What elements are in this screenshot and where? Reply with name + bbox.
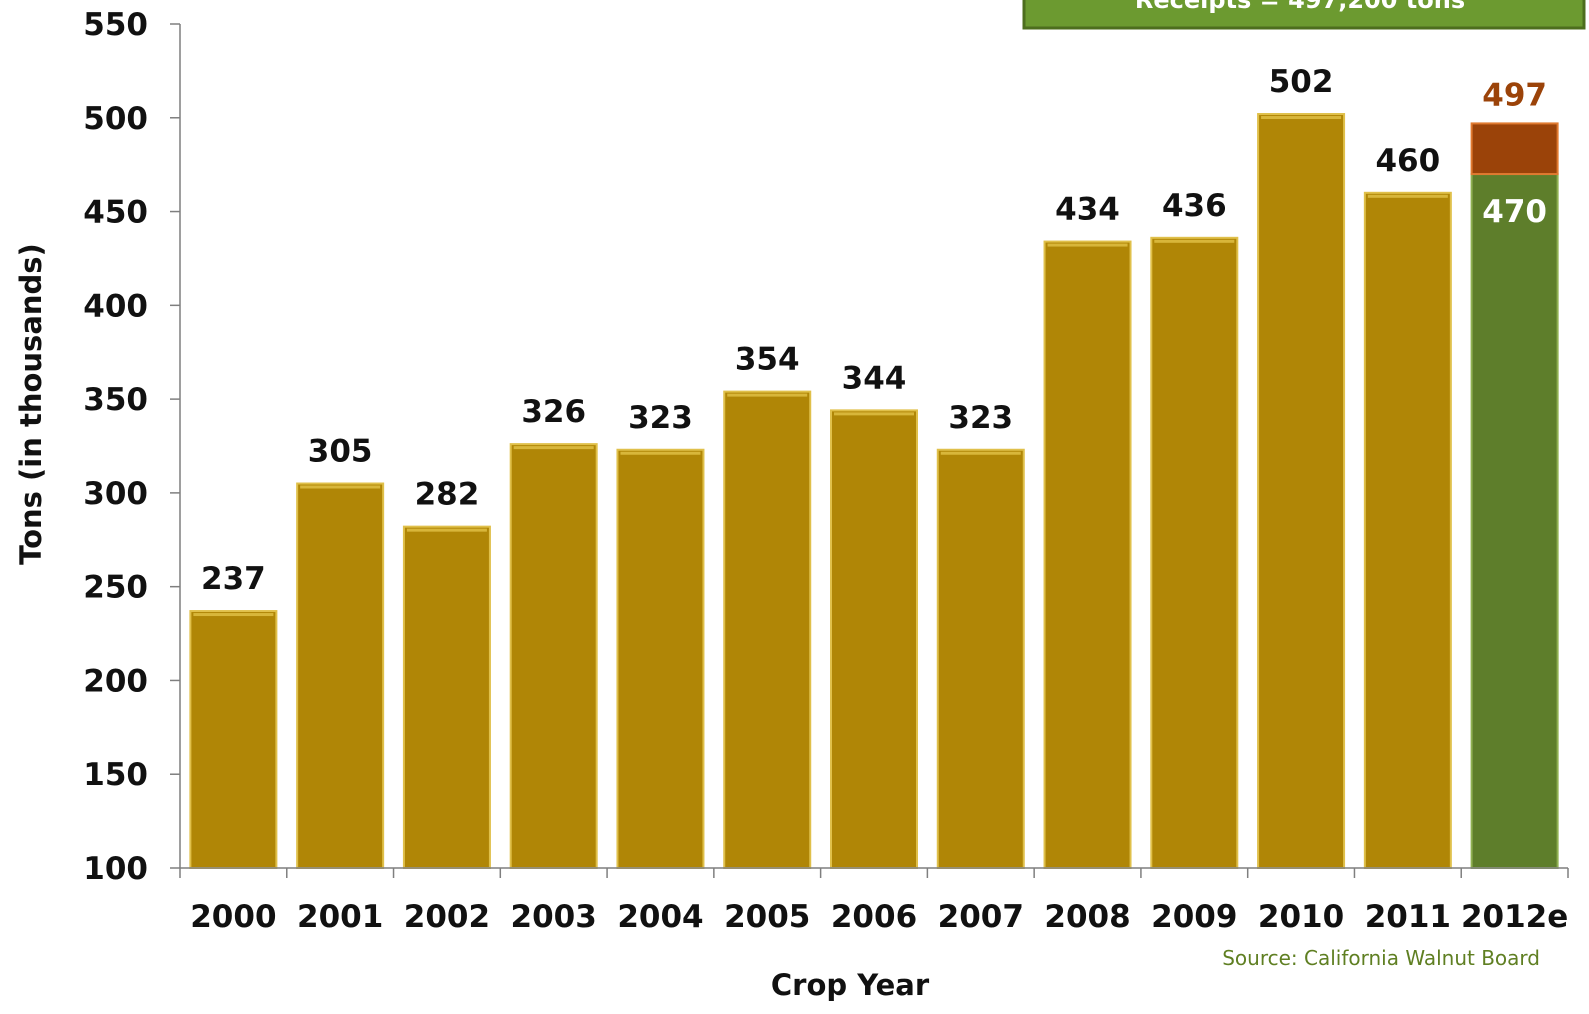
data-label-2009: 436 <box>1162 188 1227 224</box>
source-note: Source: California Walnut Board <box>1222 946 1540 970</box>
bar-2002 <box>402 525 491 869</box>
bar-2011 <box>1363 191 1452 870</box>
data-label-2001: 305 <box>308 434 373 470</box>
x-tick-label-2001: 2001 <box>297 899 383 935</box>
bar-highlight <box>193 613 274 617</box>
x-tick-label-2012e: 2012e <box>1461 899 1568 935</box>
bar-highlight <box>620 451 701 455</box>
bar-2010 <box>1257 113 1346 869</box>
data-label-2005: 354 <box>735 342 800 378</box>
x-tick-label-2002: 2002 <box>404 899 490 935</box>
x-tick-label-2007: 2007 <box>938 899 1024 935</box>
axes <box>179 24 1569 878</box>
data-label-2012e: 470 <box>1482 194 1547 230</box>
x-axis-title: Crop Year <box>771 968 930 1002</box>
bar-highlight <box>1154 239 1235 243</box>
data-label-2004: 323 <box>628 400 693 436</box>
bar-2012e-base <box>1470 173 1559 870</box>
y-tick-label: 100 <box>83 851 148 887</box>
y-tick-label: 350 <box>83 382 148 418</box>
bar-2012e-top <box>1470 122 1559 176</box>
x-axis-tick-labels: 2000 2001 2002 2003 2004 2005 2006 2007 2008 2009… <box>190 899 1568 935</box>
receipts-banner-text: Receipts = 497,200 tons <box>1135 0 1465 14</box>
bar-highlight <box>406 528 487 532</box>
x-tick-label-2011: 2011 <box>1365 899 1451 935</box>
y-tick-label: 550 <box>83 7 148 43</box>
receipts-banner: Receipts = 497,200 tons <box>1022 0 1586 30</box>
x-tick-label-2010: 2010 <box>1258 899 1344 935</box>
y-tick-label: 400 <box>83 288 148 324</box>
data-label-2012e-top: 497 <box>1482 77 1547 113</box>
data-label-2006: 344 <box>842 360 907 396</box>
data-label-2008: 434 <box>1055 192 1120 228</box>
bar-2007 <box>936 448 1025 869</box>
data-label-2007: 323 <box>948 400 1013 436</box>
data-label-2011: 460 <box>1375 143 1440 179</box>
data-label-2003: 326 <box>521 394 586 430</box>
bar-2003 <box>509 443 598 869</box>
bar-2006 <box>830 409 918 869</box>
x-tick-label-2006: 2006 <box>831 899 917 935</box>
bar-highlight <box>513 446 594 450</box>
x-tick-label-2009: 2009 <box>1151 899 1237 935</box>
bar-2008 <box>1043 240 1132 869</box>
bar-2005 <box>723 390 812 869</box>
x-tick-label-2008: 2008 <box>1044 899 1130 935</box>
x-tick-label-2005: 2005 <box>724 899 810 935</box>
y-tick-label: 250 <box>83 570 148 606</box>
bar-2009 <box>1150 236 1239 869</box>
bar-2004 <box>616 448 705 869</box>
bar-2000 <box>189 610 278 869</box>
bar-series: 237 305 282 326 323 354 344 323 434 436 502 460 497 4… <box>189 64 1559 870</box>
data-label-2002: 282 <box>415 477 480 513</box>
x-tick-label-2000: 2000 <box>190 899 276 935</box>
y-tick-label: 500 <box>83 101 148 137</box>
y-axis-title: Tons (in thousands) <box>14 243 48 565</box>
bar-highlight <box>1367 194 1448 198</box>
bar-highlight <box>940 451 1021 455</box>
data-label-2010: 502 <box>1269 64 1334 100</box>
bar-2001 <box>296 482 385 869</box>
bar-highlight <box>727 393 808 397</box>
x-tick-label-2003: 2003 <box>511 899 597 935</box>
bar-highlight <box>834 412 914 416</box>
receipts-banner-box <box>1022 0 1586 30</box>
bar-highlight <box>300 485 381 489</box>
y-tick-label: 150 <box>83 757 148 793</box>
data-label-2000: 237 <box>201 561 266 597</box>
y-axis-ticks: 100 150 200 250 300 350 400 450 500 550 <box>83 7 180 887</box>
y-tick-label: 450 <box>83 195 148 231</box>
y-tick-label: 200 <box>83 663 148 699</box>
x-tick-label-2004: 2004 <box>617 899 703 935</box>
y-tick-label: 300 <box>83 476 148 512</box>
bar-highlight <box>1261 116 1342 120</box>
bar-highlight <box>1047 243 1128 247</box>
